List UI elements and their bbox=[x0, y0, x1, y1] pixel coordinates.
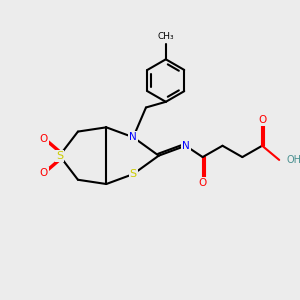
Text: OH: OH bbox=[286, 155, 300, 165]
Text: S: S bbox=[130, 169, 137, 179]
Text: O: O bbox=[40, 168, 48, 178]
Text: O: O bbox=[199, 178, 207, 188]
Text: S: S bbox=[56, 151, 63, 161]
Text: O: O bbox=[40, 134, 48, 144]
Text: O: O bbox=[258, 115, 266, 125]
Text: CH₃: CH₃ bbox=[158, 32, 174, 41]
Text: N: N bbox=[182, 141, 190, 151]
Text: N: N bbox=[129, 132, 137, 142]
